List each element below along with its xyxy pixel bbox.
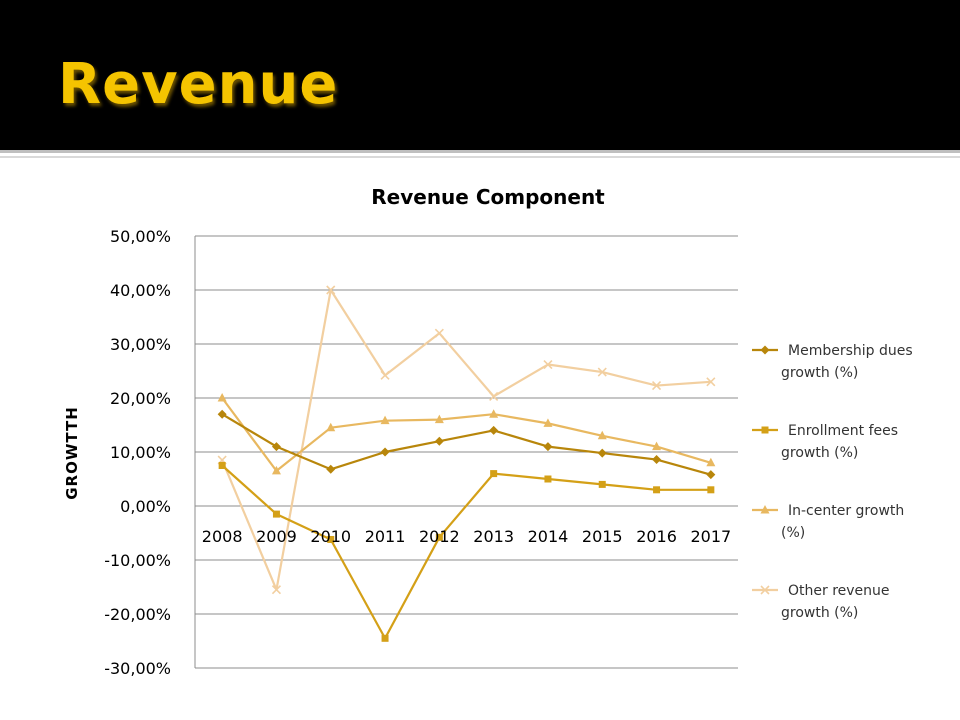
x-tick-label: 2017 xyxy=(690,527,731,546)
x-tick-label: 2012 xyxy=(419,527,460,546)
x-tick-label: 2010 xyxy=(310,527,351,546)
data-point xyxy=(380,370,390,380)
data-point xyxy=(489,391,499,401)
legend-label: growth (%) xyxy=(781,445,858,461)
data-point xyxy=(760,345,770,355)
data-point xyxy=(380,447,390,457)
data-point xyxy=(217,393,227,402)
data-point xyxy=(434,436,444,446)
data-point xyxy=(651,381,662,391)
x-tick-label: 2016 xyxy=(636,527,677,546)
data-point xyxy=(489,425,499,435)
x-tick-label: 2013 xyxy=(473,527,514,546)
y-tick-label: 50,00% xyxy=(110,227,171,246)
data-point xyxy=(653,486,661,494)
x-tick-label: 2011 xyxy=(365,527,406,546)
gridlines xyxy=(194,235,738,669)
y-tick-label: -20,00% xyxy=(104,605,171,624)
data-point xyxy=(490,470,498,478)
data-point xyxy=(271,585,282,595)
data-point xyxy=(327,535,335,543)
legend-item: In-center growth (%) xyxy=(752,503,904,541)
x-tick-label: 2009 xyxy=(256,527,297,546)
legend-label: (%) xyxy=(781,525,805,541)
data-point xyxy=(598,480,606,488)
series-1 xyxy=(217,409,716,480)
data-point xyxy=(706,457,716,467)
y-tick-label: 20,00% xyxy=(110,389,171,408)
data-point xyxy=(272,510,280,518)
slide-title: Revenue xyxy=(58,52,339,117)
legend-label: In-center growth xyxy=(788,503,904,519)
data-point xyxy=(597,430,607,440)
header-divider xyxy=(0,150,960,153)
x-tick-label: 2008 xyxy=(202,527,243,546)
data-point xyxy=(652,455,662,465)
series-4 xyxy=(217,285,716,595)
x-tick-label: 2015 xyxy=(582,527,623,546)
series-line xyxy=(221,464,711,640)
data-point xyxy=(434,328,444,338)
data-point xyxy=(543,418,553,427)
y-tick-label: 0,00% xyxy=(120,497,171,516)
data-point xyxy=(381,634,389,642)
legend-label: growth (%) xyxy=(781,605,858,621)
data-point xyxy=(543,442,553,452)
data-point xyxy=(489,409,499,418)
data-point xyxy=(706,377,716,387)
data-point xyxy=(326,422,336,432)
legend-label: Enrollment fees xyxy=(788,423,898,439)
data-point xyxy=(217,409,227,419)
data-point xyxy=(434,414,444,424)
x-axis-ticks: 2008 2009 2010 2011 2012 2013 2014 2015 2016 2017 xyxy=(202,527,731,546)
y-tick-label: -10,00% xyxy=(104,551,171,570)
x-tick-label: 2014 xyxy=(528,527,569,546)
data-point xyxy=(597,367,607,377)
y-tick-label: 10,00% xyxy=(110,443,171,462)
legend-label: growth (%) xyxy=(781,365,858,381)
data-point xyxy=(218,462,226,469)
data-point xyxy=(326,285,336,295)
data-point xyxy=(544,475,552,483)
series-2 xyxy=(218,462,715,642)
data-point xyxy=(761,426,769,434)
legend-label: Other revenue xyxy=(788,583,890,599)
data-point xyxy=(380,415,390,425)
data-point xyxy=(706,470,716,480)
y-tick-label: 40,00% xyxy=(110,281,171,300)
data-point xyxy=(652,441,662,451)
y-tick-label: 30,00% xyxy=(110,335,171,354)
series-3 xyxy=(217,393,716,475)
y-axis-label: GROWTTH xyxy=(63,406,81,500)
data-point xyxy=(760,585,770,595)
series-layer xyxy=(217,285,716,642)
series-line xyxy=(221,288,711,591)
legend-item: Other revenue growth (%) xyxy=(752,583,890,621)
data-point xyxy=(707,486,715,494)
series-line xyxy=(221,397,712,472)
series-line xyxy=(221,413,712,476)
data-point xyxy=(760,505,770,514)
legend-label: Membership dues xyxy=(788,343,913,359)
data-point xyxy=(326,464,336,474)
data-point xyxy=(435,533,443,541)
data-point xyxy=(597,448,607,458)
data-point xyxy=(271,465,281,475)
data-point xyxy=(271,442,281,452)
legend-item: Membership dues growth (%) xyxy=(752,343,913,381)
header-divider-secondary xyxy=(0,156,960,158)
y-axis-ticks: 50,00% 40,00% 30,00% 20,00% 10,00% 0,00% -10,0… xyxy=(104,227,171,678)
data-point xyxy=(543,359,553,370)
chart-title: Revenue Component xyxy=(371,185,605,209)
y-tick-label: -30,00% xyxy=(104,659,171,678)
legend-item: Enrollment fees growth (%) xyxy=(752,423,898,461)
slide-header xyxy=(0,0,960,150)
